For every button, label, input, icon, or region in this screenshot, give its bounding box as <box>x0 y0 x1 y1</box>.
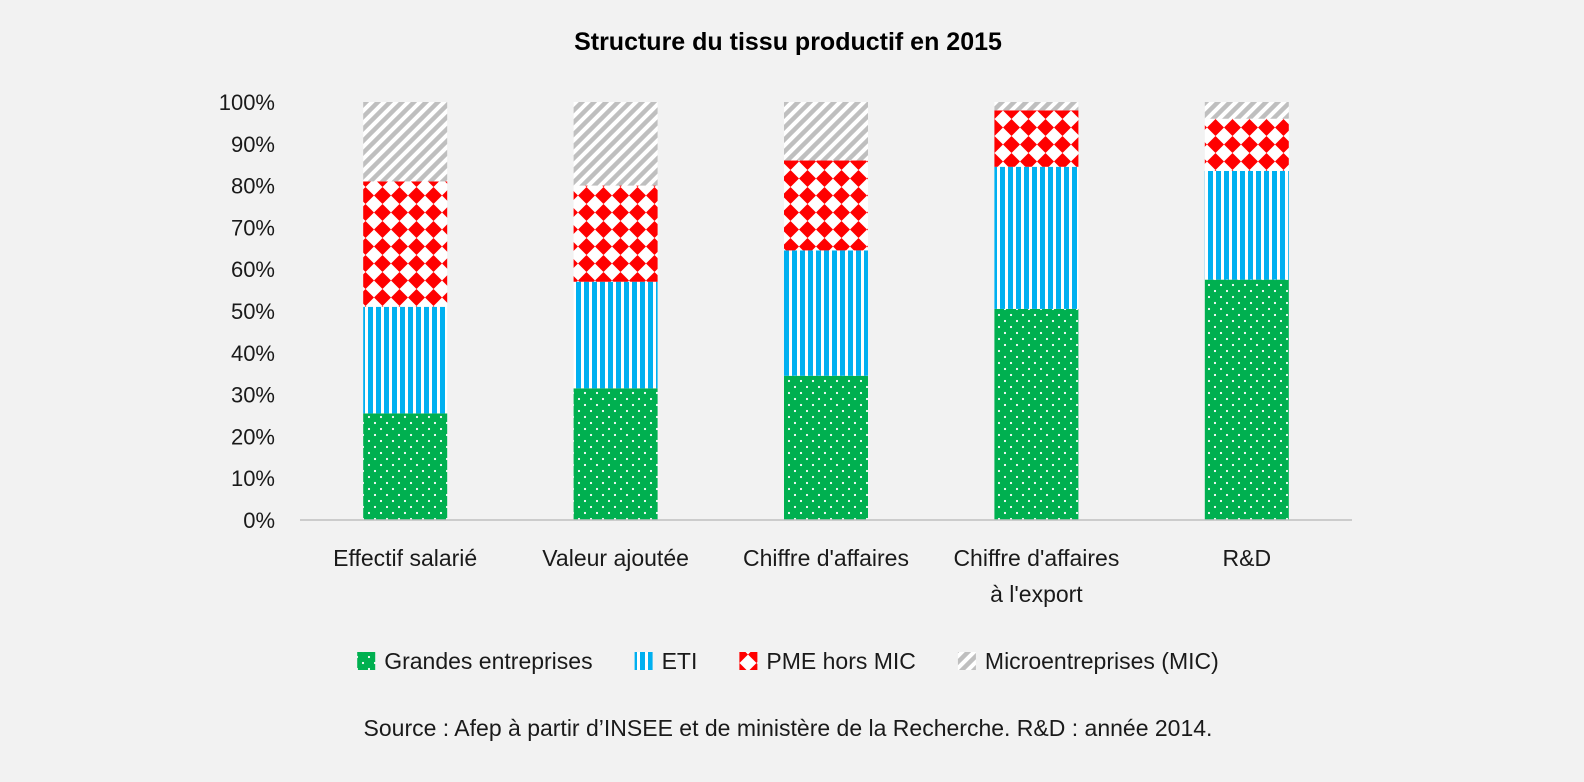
y-tick-label: 0% <box>243 508 275 533</box>
y-tick-label: 90% <box>231 132 275 157</box>
bar-segment <box>363 102 448 182</box>
chart-title: Structure du tissu productif en 2015 <box>574 28 1002 56</box>
legend-swatch <box>634 652 653 670</box>
bar-segment <box>363 306 448 414</box>
bar-segment <box>363 413 448 520</box>
bar-segment <box>573 388 658 520</box>
bar-segment <box>994 110 1079 167</box>
x-tick-label: Effectif salarié <box>333 545 477 571</box>
legend-item: PME hors MIC <box>739 648 916 674</box>
legend-swatch <box>739 652 758 670</box>
x-axis: Effectif salarié Valeur ajoutée Chiffre d'… <box>333 545 1271 607</box>
bar-segment <box>784 160 868 251</box>
legend: Grandes entreprises ETI PME hors MIC Microe… <box>357 648 1219 674</box>
bar-segment <box>994 166 1079 309</box>
bar-segment <box>1204 279 1289 520</box>
legend-label: PME hors MIC <box>766 648 916 674</box>
legend-item: ETI <box>634 648 698 674</box>
bar-segment <box>1204 102 1289 119</box>
bar-segment <box>1204 118 1289 171</box>
x-tick-label: à l'export <box>990 581 1083 607</box>
y-tick-label: 40% <box>231 341 275 366</box>
y-tick-label: 50% <box>231 299 275 324</box>
x-tick-label: Chiffre d'affaires <box>743 545 909 571</box>
bar-segment <box>1204 170 1289 280</box>
legend-swatch <box>957 652 976 670</box>
y-tick-label: 80% <box>231 174 275 199</box>
y-tick-label: 20% <box>231 424 275 449</box>
y-axis: 0% 10% 20% 30% 40% 50% 60% 70% 80% 90% 100% <box>219 90 275 533</box>
y-tick-label: 10% <box>231 466 275 491</box>
x-tick-label: Chiffre d'affaires <box>953 545 1119 571</box>
bar-segment <box>994 308 1079 520</box>
bar-segment <box>573 281 658 389</box>
y-tick-label: 100% <box>219 90 275 115</box>
x-tick-label: R&D <box>1223 545 1272 571</box>
legend-label: ETI <box>662 648 698 674</box>
bars-group <box>363 102 1289 520</box>
bar-segment <box>363 181 448 307</box>
legend-item: Microentreprises (MIC) <box>957 648 1219 674</box>
y-tick-label: 70% <box>231 215 275 240</box>
legend-label: Grandes entreprises <box>384 648 592 674</box>
bar-segment <box>994 102 1079 111</box>
legend-swatch <box>357 652 376 670</box>
bar-segment <box>784 102 868 161</box>
bar-segment <box>784 375 868 520</box>
y-tick-label: 60% <box>231 257 275 282</box>
x-tick-label: Valeur ajoutée <box>542 545 689 571</box>
y-tick-label: 30% <box>231 383 275 408</box>
bar-segment <box>784 250 868 376</box>
bar-segment <box>573 185 658 282</box>
legend-item: Grandes entreprises <box>357 648 593 674</box>
bar-segment <box>573 102 658 186</box>
legend-label: Microentreprises (MIC) <box>985 648 1219 674</box>
source-note: Source : Afep à partir d’INSEE et de min… <box>364 715 1213 741</box>
